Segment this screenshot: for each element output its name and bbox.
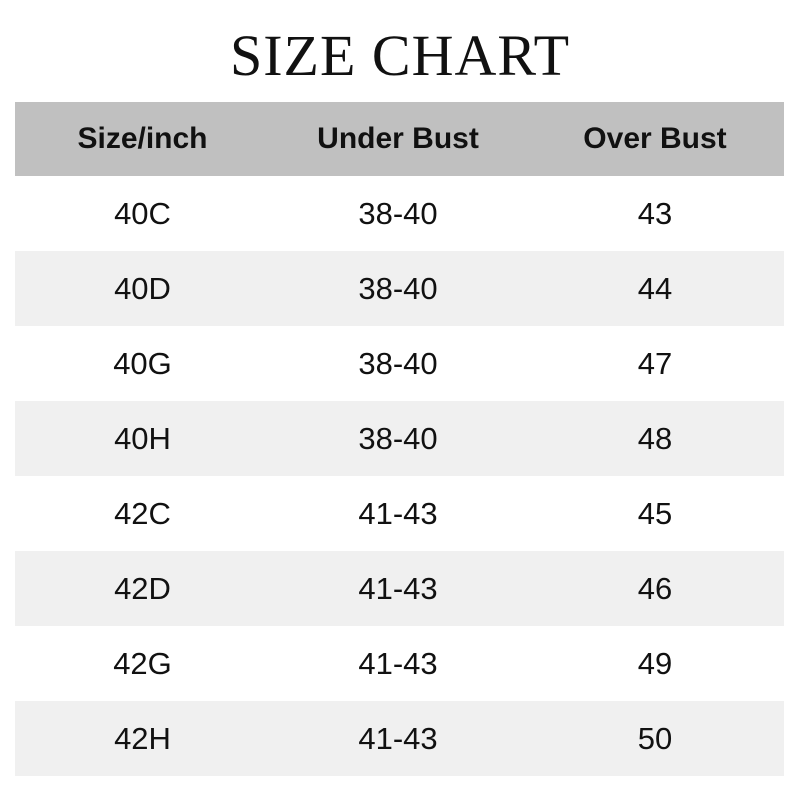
cell-over-bust: 50	[637, 720, 673, 756]
table-row: 40H 38-40 48	[15, 401, 784, 476]
cell-over-bust: 49	[637, 645, 673, 681]
cell-size: 42H	[114, 720, 171, 756]
table-row: 40C 38-40 43	[15, 176, 784, 251]
table-row: 42G 41-43 49	[15, 626, 784, 701]
page-title: SIZE CHART	[229, 23, 571, 88]
table-row: 42H 41-43 50	[15, 701, 784, 776]
cell-under-bust: 38-40	[358, 345, 438, 381]
cell-over-bust: 48	[637, 420, 673, 456]
cell-under-bust: 41-43	[358, 570, 438, 606]
cell-over-bust: 47	[637, 345, 673, 381]
size-table: Size/inch Under Bust Over Bust 40C 38-40 4…	[15, 102, 784, 776]
cell-under-bust: 38-40	[358, 195, 438, 231]
cell-under-bust: 38-40	[358, 270, 438, 306]
table-row: 40G 38-40 47	[15, 326, 784, 401]
cell-size: 40C	[114, 195, 171, 231]
header-size: Size/inch	[77, 122, 208, 155]
cell-under-bust: 41-43	[358, 645, 438, 681]
cell-under-bust: 38-40	[358, 420, 438, 456]
cell-under-bust: 41-43	[358, 720, 438, 756]
header-over-bust: Over Bust	[583, 122, 727, 155]
cell-size: 40D	[114, 270, 171, 306]
cell-over-bust: 46	[637, 570, 673, 606]
table-header-row: Size/inch Under Bust Over Bust	[15, 102, 784, 176]
cell-over-bust: 45	[637, 495, 673, 531]
cell-over-bust: 44	[637, 270, 673, 306]
table-row: 40D 38-40 44	[15, 251, 784, 326]
cell-size: 40H	[114, 420, 171, 456]
table-row: 42C 41-43 45	[15, 476, 784, 551]
cell-size: 42C	[114, 495, 171, 531]
cell-size: 40G	[113, 345, 172, 381]
cell-over-bust: 43	[637, 195, 673, 231]
cell-under-bust: 41-43	[358, 495, 438, 531]
header-under-bust: Under Bust	[317, 122, 479, 155]
cell-size: 42D	[114, 570, 171, 606]
cell-size: 42G	[113, 645, 172, 681]
table-row: 42D 41-43 46	[15, 551, 784, 626]
